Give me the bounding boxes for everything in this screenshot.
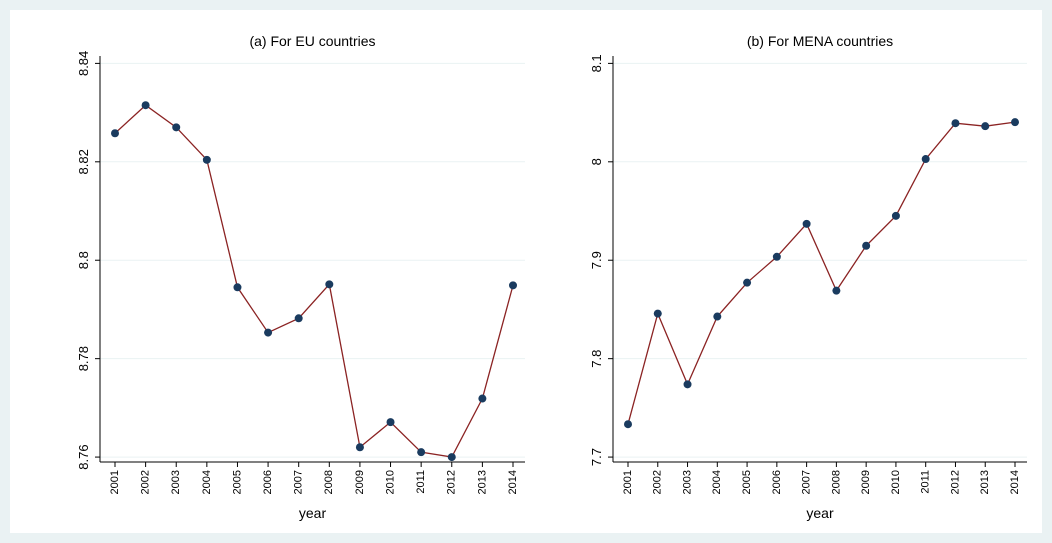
x-tick-label: 2009 bbox=[354, 470, 366, 494]
x-axis-label: year bbox=[299, 505, 327, 521]
y-tick-label: 8.84 bbox=[76, 51, 91, 76]
x-tick-label: 2001 bbox=[622, 470, 634, 494]
y-tick-label: 7.9 bbox=[589, 251, 604, 269]
y-tick-label: 8.82 bbox=[76, 149, 91, 174]
marker bbox=[386, 418, 395, 427]
x-tick-label: 2003 bbox=[681, 470, 693, 494]
x-tick-label: 2010 bbox=[890, 470, 902, 494]
marker bbox=[447, 453, 456, 462]
marker bbox=[355, 443, 364, 452]
x-tick-label: 2006 bbox=[262, 470, 274, 494]
x-tick-label: 2007 bbox=[801, 470, 813, 494]
marker bbox=[294, 314, 303, 323]
x-tick-label: 2009 bbox=[860, 470, 872, 494]
line bbox=[114, 104, 514, 458]
marker bbox=[417, 448, 426, 457]
marker bbox=[713, 312, 722, 321]
x-tick-label: 2013 bbox=[476, 470, 488, 494]
y-tick-label: 7.8 bbox=[589, 350, 604, 368]
x-tick-label: 2010 bbox=[384, 470, 396, 494]
marker bbox=[202, 155, 211, 164]
marker bbox=[862, 241, 871, 250]
marker bbox=[921, 155, 930, 164]
x-tick-label: 2006 bbox=[771, 470, 783, 494]
y-tick-label: 8.8 bbox=[76, 251, 91, 269]
x-tick-label: 2005 bbox=[741, 470, 753, 494]
x-tick-label: 2003 bbox=[170, 470, 182, 494]
line bbox=[627, 121, 1016, 425]
graph-region bbox=[10, 10, 1042, 533]
x-tick-label: 2011 bbox=[920, 470, 932, 494]
marker bbox=[141, 101, 150, 110]
x-tick-label: 2004 bbox=[711, 470, 723, 494]
x-tick-label: 2004 bbox=[201, 470, 213, 494]
y-tick-label: 8.76 bbox=[76, 444, 91, 469]
y-tick-label: 8 bbox=[589, 158, 604, 165]
y-tick-label: 7.7 bbox=[589, 448, 604, 466]
marker bbox=[891, 211, 900, 220]
chart-title: (a) For EU countries bbox=[249, 33, 375, 49]
marker bbox=[478, 394, 487, 403]
x-tick-label: 2002 bbox=[652, 470, 664, 494]
marker bbox=[264, 328, 273, 337]
x-tick-label: 2014 bbox=[507, 470, 519, 494]
x-tick-label: 2008 bbox=[830, 470, 842, 494]
x-tick-label: 2013 bbox=[979, 470, 991, 494]
x-tick-label: 2014 bbox=[1009, 470, 1021, 494]
x-tick-label: 2012 bbox=[949, 470, 961, 494]
marker bbox=[951, 119, 960, 128]
y-tick-label: 8.1 bbox=[589, 54, 604, 72]
marker bbox=[233, 283, 242, 292]
marker bbox=[111, 129, 119, 138]
marker bbox=[772, 252, 781, 261]
marker bbox=[832, 286, 841, 295]
marker bbox=[509, 281, 517, 290]
marker bbox=[743, 278, 752, 287]
marker bbox=[624, 420, 632, 429]
x-tick-label: 2002 bbox=[140, 470, 152, 494]
marker bbox=[653, 309, 662, 318]
marker bbox=[325, 280, 334, 289]
marker bbox=[172, 123, 181, 132]
marker bbox=[1011, 118, 1019, 127]
x-axis-label: year bbox=[806, 505, 834, 521]
x-tick-label: 2001 bbox=[109, 470, 121, 494]
chart-title: (b) For MENA countries bbox=[747, 33, 893, 49]
x-tick-label: 2007 bbox=[293, 470, 305, 494]
marker bbox=[981, 122, 990, 131]
marker bbox=[683, 380, 692, 389]
marker bbox=[802, 219, 811, 228]
x-tick-label: 2008 bbox=[323, 470, 335, 494]
x-tick-label: 2012 bbox=[446, 470, 458, 494]
x-tick-label: 2005 bbox=[231, 470, 243, 494]
y-tick-label: 8.78 bbox=[76, 346, 91, 371]
x-tick-label: 2011 bbox=[415, 470, 427, 494]
